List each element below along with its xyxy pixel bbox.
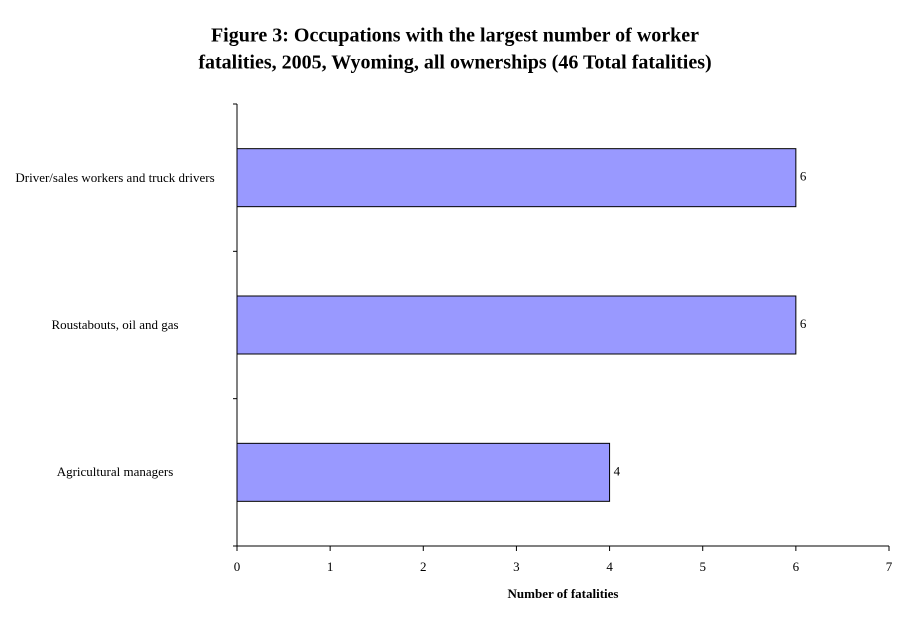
- bar: [236, 295, 797, 355]
- x-tick-label: 4: [606, 559, 613, 574]
- value-label: 4: [614, 463, 621, 478]
- x-tick-label: 7: [886, 559, 893, 574]
- x-tick-label: 2: [420, 559, 427, 574]
- y-tick-label: Driver/sales workers and truck drivers: [15, 169, 215, 185]
- x-tick-label: 5: [699, 559, 706, 574]
- x-axis-title: Number of fatalities: [508, 586, 619, 601]
- value-label: 6: [800, 169, 807, 184]
- y-tick-label: Roustabouts, oil and gas: [51, 317, 179, 332]
- x-tick-label: 0: [234, 559, 241, 574]
- x-tick-label: 1: [327, 559, 334, 574]
- y-tick-label: Agricultural managers: [56, 464, 174, 480]
- value-label: 6: [800, 316, 807, 331]
- x-tick-label: 6: [793, 559, 800, 574]
- chart-title: fatalities, 2005, Wyoming, all ownership…: [198, 52, 711, 74]
- x-tick-label: 3: [513, 559, 520, 574]
- bar: [236, 148, 797, 208]
- bar: [236, 442, 611, 502]
- chart-title: Figure 3: Occupations with the largest n…: [211, 25, 699, 47]
